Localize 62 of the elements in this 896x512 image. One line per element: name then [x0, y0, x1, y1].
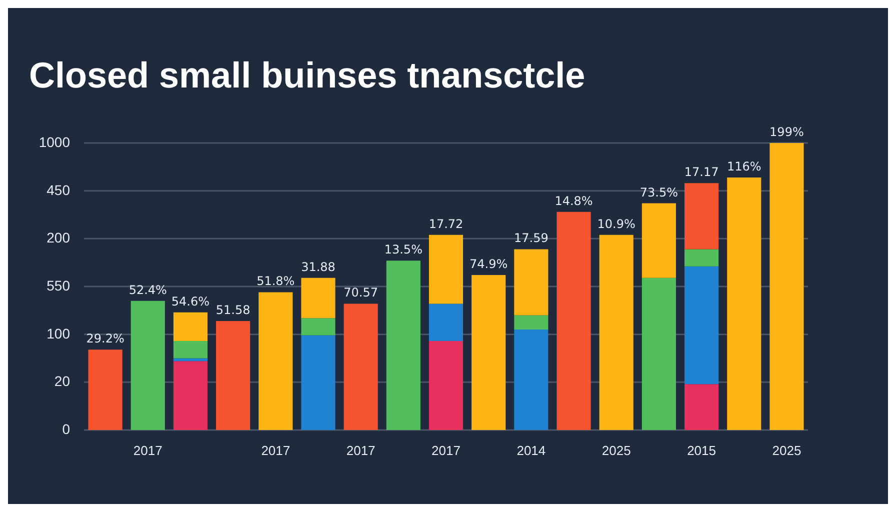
bar: [472, 275, 506, 430]
annotation: 51.8%: [256, 274, 295, 288]
annotation: 14.8%: [554, 194, 593, 208]
bar: [727, 177, 762, 430]
bar: [514, 315, 548, 330]
annotation: 54.6%: [171, 294, 210, 308]
bar: [642, 278, 676, 430]
annotation: 29.2%: [86, 332, 124, 346]
text: 1000: [38, 134, 70, 150]
bar: [428, 234, 464, 304]
x-tick-label: 2017: [133, 443, 162, 458]
bar: [88, 350, 122, 430]
bar: [301, 335, 336, 430]
bar: [684, 183, 719, 250]
bar: [258, 292, 293, 430]
bar: [514, 249, 548, 316]
bar: [556, 212, 591, 430]
bar: [684, 384, 719, 430]
annotation: 116%: [726, 159, 762, 174]
bar: [216, 320, 250, 430]
x-tick-label: 2015: [687, 443, 716, 458]
annotation: 17.59: [514, 231, 548, 246]
chart-title: Closed small buinses tnansctcle: [29, 54, 586, 96]
text: 20: [54, 373, 70, 390]
x-tick-label: 2014: [516, 443, 546, 458]
text: 550: [46, 278, 70, 294]
annotation: 17.72: [428, 216, 464, 231]
text: 450: [46, 182, 70, 198]
bar: [599, 234, 634, 430]
x-tick-label: 2017: [432, 443, 460, 458]
bar: [514, 330, 548, 430]
bar: [173, 312, 208, 342]
x-tick-label: 2025: [602, 443, 631, 458]
x-tick-label: 2017: [346, 443, 376, 458]
bar: [770, 143, 804, 430]
bar: [386, 260, 420, 430]
annotation: 74.9%: [470, 257, 508, 272]
annotation: 70.57: [344, 286, 378, 300]
x-tick-label: 2025: [772, 443, 802, 458]
annotation: 13.5%: [384, 242, 422, 257]
text: 200: [46, 230, 70, 246]
bar: [428, 304, 464, 342]
bar: [684, 249, 719, 266]
annotation: 73.5%: [640, 185, 678, 200]
bar: [173, 341, 208, 358]
text: 199%: [770, 125, 804, 139]
bar: [684, 266, 719, 384]
annotation: 31.88: [301, 260, 336, 274]
annotation: 17.17: [684, 165, 719, 180]
annotation: 51.58: [216, 302, 250, 317]
bar: [130, 300, 165, 430]
annotation: 10.9%: [597, 216, 636, 231]
annotation: 52.4%: [128, 282, 167, 297]
x-tick-label: 2017: [261, 443, 290, 458]
bar: [344, 304, 378, 430]
bar: [428, 341, 464, 430]
bar: [301, 318, 336, 336]
text: 100: [46, 325, 70, 342]
bar: [173, 361, 208, 430]
bar: [301, 278, 336, 318]
bar: [642, 203, 676, 278]
text: 0: [62, 421, 70, 437]
